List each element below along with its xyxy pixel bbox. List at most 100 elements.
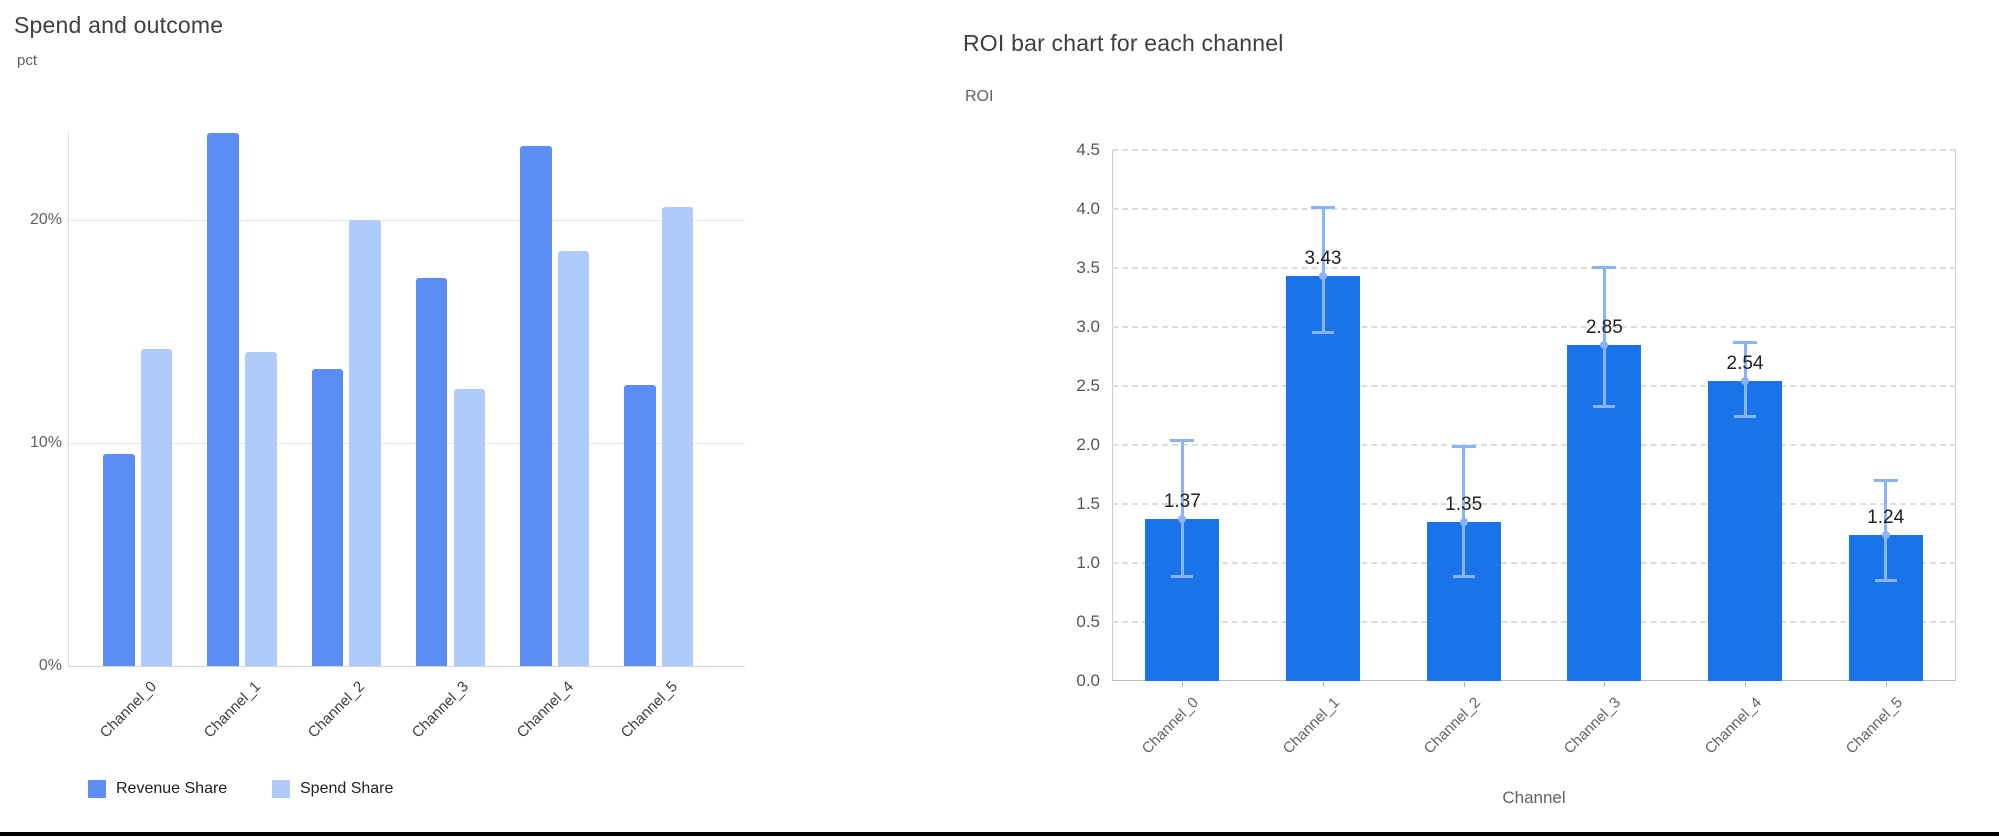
- revenue-share-swatch: [88, 780, 106, 798]
- legend-label-revenue-share: Revenue Share: [116, 780, 228, 797]
- error-mean-marker-channel_4: [1741, 377, 1749, 386]
- revenue-bar-channel_1[interactable]: [207, 133, 239, 666]
- right-chart-gridline: [1112, 503, 1956, 505]
- left-chart-x-tick-label: Channel_4: [513, 678, 577, 742]
- page-bottom-divider: [0, 832, 1999, 836]
- right-chart-x-tick-label: Channel_5: [1842, 694, 1906, 758]
- right-chart-gridline: [1112, 621, 1956, 623]
- error-cap-bottom-channel_5: [1874, 578, 1897, 582]
- right-chart-gridline: [1112, 267, 1956, 269]
- revenue-bar-channel_3[interactable]: [415, 277, 448, 666]
- bar-value-label-channel_3: 2.85: [1585, 316, 1623, 338]
- right-chart-x-tick: [1463, 682, 1465, 687]
- right-chart-y-tick-label: 4.5: [1076, 140, 1100, 159]
- left-chart-y-axis-line: [68, 131, 69, 666]
- error-bar-channel_2: [1462, 446, 1466, 578]
- error-cap-top-channel_2: [1451, 445, 1476, 449]
- right-chart-y-tick-label: 2.0: [1076, 435, 1100, 454]
- legend-label-spend-share: Spend Share: [300, 780, 394, 797]
- right-chart-x-tick: [1745, 682, 1746, 687]
- right-chart-x-axis-title: Channel: [1502, 788, 1566, 807]
- right-chart-y-tick-label: 0.0: [1076, 671, 1100, 690]
- right-chart-y-tick-label: 0.5: [1076, 612, 1100, 631]
- error-cap-top-channel_1: [1311, 205, 1335, 209]
- right-chart-x-tick: [1885, 682, 1887, 687]
- roi-bar-channel_1[interactable]: [1286, 276, 1360, 681]
- error-mean-marker-channel_5: [1881, 530, 1890, 539]
- right-chart-gridline: [1112, 444, 1956, 446]
- spend-bar-channel_3[interactable]: [453, 389, 485, 666]
- left-chart-gridline: [68, 220, 745, 221]
- right-chart-y-tick-label: 3.0: [1076, 317, 1100, 336]
- left-chart-x-tick-label: Channel_3: [408, 678, 473, 742]
- right-chart-y-tick-label: 1.5: [1076, 494, 1100, 513]
- error-cap-top-channel_0: [1170, 439, 1195, 443]
- right-chart-gridline: [1112, 326, 1956, 328]
- spend-bar-channel_2[interactable]: [349, 220, 381, 666]
- legend-item-revenue-share[interactable]: Revenue Share: [88, 780, 227, 798]
- right-chart-x-tick-label: Channel_2: [1420, 694, 1484, 758]
- revenue-bar-channel_5[interactable]: [624, 385, 656, 666]
- error-bar-channel_3: [1602, 266, 1606, 408]
- left-chart-x-tick-label: Channel_1: [200, 678, 264, 742]
- left-chart-y-tick-label: 20%: [29, 211, 62, 228]
- right-chart-x-tick: [1182, 682, 1184, 687]
- right-chart-x-tick: [1323, 682, 1324, 687]
- error-cap-bottom-channel_1: [1312, 330, 1334, 334]
- revenue-bar-channel_4[interactable]: [520, 146, 552, 666]
- bar-value-label-channel_1: 3.43: [1304, 248, 1342, 270]
- legend-item-spend-share[interactable]: Spend Share: [272, 780, 393, 798]
- revenue-bar-channel_2[interactable]: [311, 369, 344, 666]
- left-chart-title: Spend and outcome: [14, 12, 224, 38]
- right-chart-x-tick-label: Channel_1: [1279, 694, 1344, 758]
- right-chart-y-tick-label: 4.0: [1076, 199, 1100, 218]
- right-chart-x-tick-label: Channel_3: [1561, 694, 1625, 758]
- error-bar-channel_5: [1884, 480, 1888, 581]
- error-mean-marker-channel_3: [1600, 340, 1609, 349]
- bar-value-label-channel_2: 1.35: [1445, 493, 1483, 515]
- right-chart-x-tick-label: Channel_4: [1701, 694, 1766, 758]
- left-chart-x-axis-line: [68, 666, 745, 667]
- right-chart-gridline: [1112, 149, 1956, 151]
- left-chart-x-tick-label: Channel_0: [96, 678, 160, 742]
- right-chart-gridline: [1112, 385, 1956, 387]
- error-cap-bottom-channel_2: [1452, 575, 1475, 579]
- right-chart-title: ROI bar chart for each channel: [963, 30, 1284, 56]
- spend-share-swatch: [272, 780, 290, 798]
- right-chart-gridline: [1112, 208, 1956, 210]
- error-cap-bottom-channel_4: [1734, 414, 1756, 418]
- error-cap-bottom-channel_0: [1171, 575, 1194, 579]
- left-chart-gridline: [68, 443, 745, 444]
- error-bar-channel_1: [1321, 206, 1325, 333]
- roi-bar-channel_4[interactable]: [1708, 381, 1782, 681]
- left-chart-x-tick-label: Channel_5: [617, 678, 681, 742]
- right-chart-y-axis-unit: ROI: [965, 88, 994, 105]
- right-chart-y-tick-label: 3.5: [1076, 258, 1100, 277]
- error-mean-marker-channel_0: [1178, 515, 1187, 524]
- spend-bar-channel_4[interactable]: [557, 251, 590, 666]
- error-cap-top-channel_4: [1733, 341, 1757, 345]
- right-chart-y-tick-label: 2.5: [1076, 376, 1100, 395]
- error-cap-bottom-channel_3: [1593, 405, 1616, 409]
- left-chart-x-tick-label: Channel_2: [304, 678, 369, 742]
- right-chart-plot-box: [1112, 150, 1956, 681]
- revenue-bar-channel_0[interactable]: [103, 454, 135, 666]
- error-bar-channel_0: [1180, 440, 1184, 578]
- right-chart-x-tick-label: Channel_0: [1139, 694, 1203, 758]
- error-cap-top-channel_5: [1873, 479, 1898, 483]
- spend-bar-channel_1[interactable]: [245, 351, 277, 666]
- right-chart-y-tick-label: 1.0: [1076, 553, 1100, 572]
- bar-value-label-channel_5: 1.24: [1867, 506, 1905, 528]
- error-cap-top-channel_3: [1592, 265, 1617, 269]
- spend-bar-channel_5[interactable]: [661, 206, 694, 666]
- left-chart-y-tick-label: 10%: [29, 434, 62, 451]
- error-mean-marker-channel_2: [1459, 517, 1468, 526]
- right-chart-gridline: [1112, 562, 1956, 564]
- bar-value-label-channel_4: 2.54: [1726, 353, 1764, 375]
- left-chart-y-tick-label: 0%: [38, 657, 62, 674]
- right-chart-x-tick: [1604, 682, 1606, 687]
- left-chart-y-axis-unit: pct: [17, 52, 38, 69]
- bar-value-label-channel_0: 1.37: [1163, 491, 1201, 513]
- spend-bar-channel_0[interactable]: [140, 349, 173, 666]
